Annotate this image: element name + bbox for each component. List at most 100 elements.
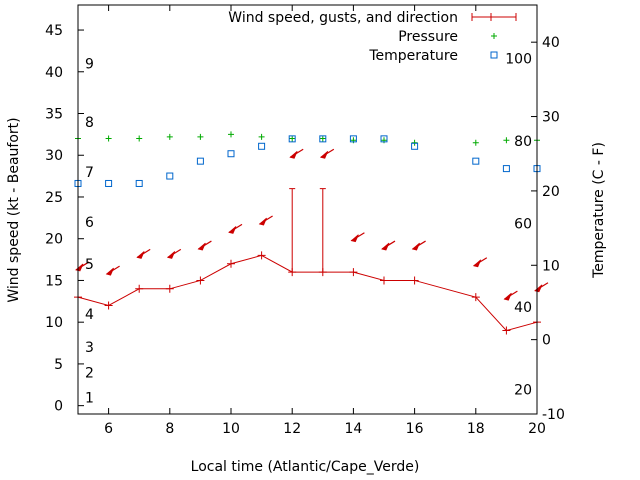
beaufort-label: 7 — [85, 165, 94, 181]
y-tick-label: 10 — [45, 315, 63, 331]
gust-bar — [319, 188, 326, 273]
wind-speed-point — [227, 259, 235, 268]
pressure-point — [258, 133, 265, 140]
x-tick-label: 12 — [283, 421, 301, 437]
y2-tick-label: 30 — [542, 110, 560, 126]
wind-speed-point — [502, 326, 511, 335]
x-tick-label: 10 — [222, 421, 240, 437]
y-tick-label: 40 — [45, 65, 63, 81]
fahrenheit-label: 20 — [514, 382, 532, 398]
y-tick-label: 20 — [45, 232, 63, 248]
wind-speed-point — [471, 293, 480, 302]
temperature-point — [349, 135, 357, 143]
legend-marker-wind — [471, 13, 517, 21]
wind-speed-point — [135, 284, 144, 293]
x-tick-label: 16 — [406, 421, 424, 437]
wind-direction-arrow — [381, 240, 396, 251]
y-tick-label: 25 — [45, 190, 63, 206]
pressure-point — [197, 133, 204, 140]
pressure-point — [105, 135, 112, 142]
temperature-point — [288, 135, 296, 143]
fahrenheit-label: 100 — [505, 52, 532, 68]
fahrenheit-label: 80 — [514, 134, 532, 150]
y2-tick-label: 0 — [542, 333, 551, 349]
x-tick-label: 8 — [165, 421, 174, 437]
temperature-point — [105, 179, 113, 187]
y-tick-label: 15 — [45, 273, 63, 289]
wind-direction-arrow — [411, 240, 426, 251]
y2-axis-label: Temperature (C - F) — [591, 142, 607, 279]
pressure-point — [319, 135, 326, 142]
wind-speed-line — [77, 254, 538, 332]
legend-label: Temperature — [368, 48, 458, 64]
legend-label: Pressure — [398, 29, 458, 45]
temperature-point — [472, 157, 480, 165]
y2-tick-label: -10 — [542, 407, 565, 423]
temperature-point — [380, 135, 388, 143]
beaufort-label: 5 — [85, 257, 94, 273]
plot-frame — [77, 4, 538, 415]
pressure-point — [411, 139, 418, 146]
wind-speed-point — [165, 284, 174, 293]
pressure-point — [136, 135, 143, 142]
legend-label: Wind speed, gusts, and direction — [228, 10, 458, 26]
temperature-point — [258, 142, 266, 150]
legend-marker-temperature — [490, 51, 498, 59]
fahrenheit-label: 40 — [514, 300, 532, 316]
beaufort-label: 3 — [85, 340, 94, 356]
wind-direction-arrow — [166, 248, 182, 259]
gust-bar — [289, 188, 296, 273]
pressure-point — [289, 135, 296, 142]
wind-direction-arrow — [136, 248, 151, 259]
wind-direction-arrow — [105, 265, 120, 276]
wind-direction-arrow — [289, 148, 304, 159]
pressure-point — [166, 133, 173, 140]
y-tick-label: 45 — [45, 23, 63, 39]
wind-direction-arrow — [503, 290, 518, 301]
temperature-point — [502, 165, 510, 173]
wind-direction-arrow — [350, 232, 365, 243]
y2-tick-label: 10 — [542, 258, 560, 274]
beaufort-label: 9 — [85, 56, 94, 72]
wind-direction-arrow — [258, 215, 273, 226]
x-axis-label: Local time (Atlantic/Cape_Verde) — [191, 459, 420, 475]
wind-direction-arrow — [319, 148, 335, 159]
temperature-point — [411, 142, 419, 150]
temperature-point — [196, 157, 204, 165]
temperature-point — [135, 179, 143, 187]
wind-speed-point — [349, 268, 358, 277]
wind-direction-arrow — [472, 257, 488, 268]
y-tick-label: 30 — [45, 148, 63, 164]
wind-speed-point — [196, 276, 205, 285]
beaufort-label: 8 — [85, 115, 94, 131]
fahrenheit-label: 60 — [514, 217, 532, 233]
temperature-point — [166, 172, 174, 180]
y2-tick-label: 20 — [542, 184, 560, 200]
wind-speed-point — [380, 276, 388, 285]
x-tick-label: 20 — [528, 421, 546, 437]
legend-marker-pressure — [491, 33, 497, 39]
x-tick-label: 14 — [344, 421, 362, 437]
temperature-point — [227, 150, 235, 158]
beaufort-label: 1 — [85, 390, 94, 406]
wind-direction-arrow — [197, 240, 212, 251]
beaufort-label: 2 — [85, 365, 94, 381]
y-tick-label: 5 — [54, 357, 63, 373]
y2-tick-label: 40 — [542, 35, 560, 51]
y-tick-label: 0 — [54, 399, 63, 415]
x-tick-label: 6 — [104, 421, 113, 437]
wind-speed-point — [257, 251, 266, 260]
temperature-point — [319, 135, 327, 143]
x-tick-label: 18 — [467, 421, 485, 437]
beaufort-label: 6 — [85, 215, 94, 231]
pressure-point — [503, 137, 510, 144]
wind-speed-point — [104, 301, 113, 310]
beaufort-label: 4 — [85, 307, 94, 323]
y-axis-label: Wind speed (kt - Beaufort) — [6, 117, 22, 302]
wind-direction-arrow — [228, 223, 243, 234]
y-tick-label: 35 — [45, 107, 63, 123]
wind-speed-point — [410, 276, 419, 285]
pressure-point — [472, 139, 479, 146]
pressure-point — [228, 131, 234, 138]
